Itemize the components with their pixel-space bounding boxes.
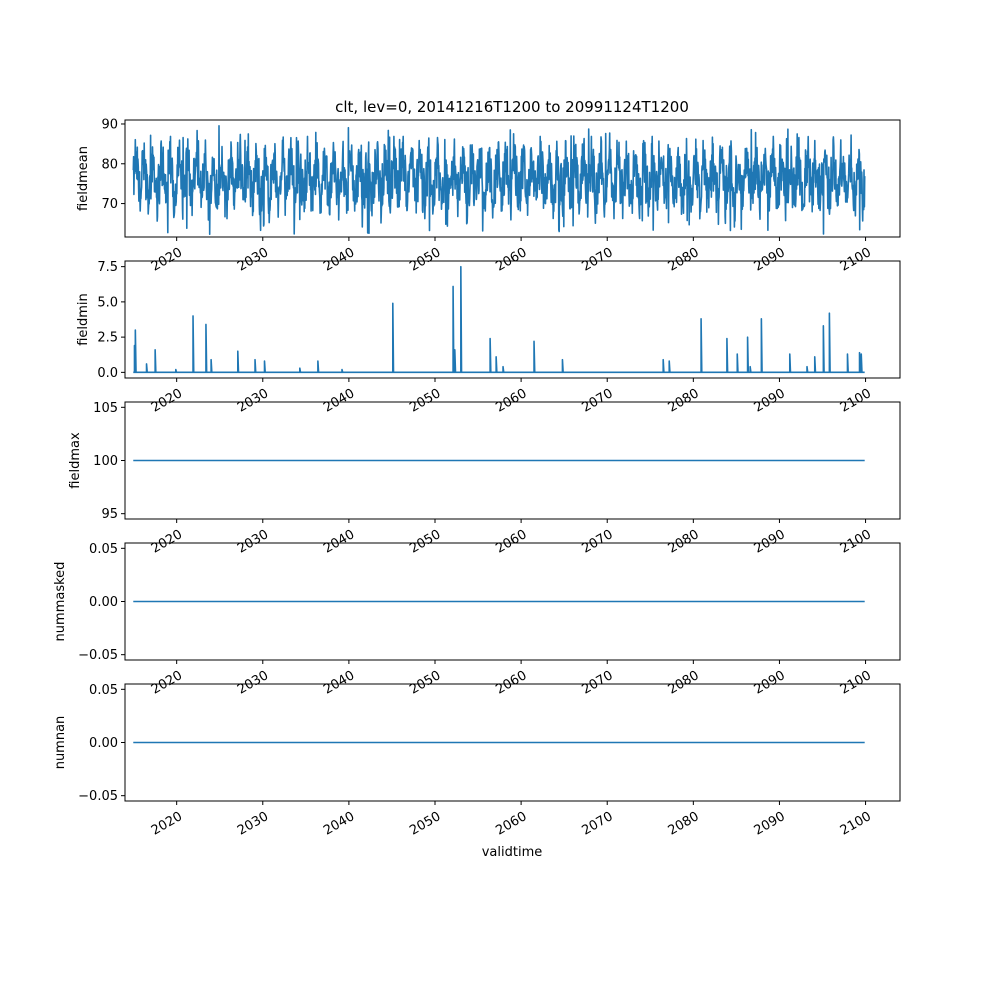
fieldmin-axes-frame [124, 260, 901, 379]
fieldmax-ytick-label: 100 [93, 454, 118, 469]
numnan-xtick-label: 2080 [666, 809, 702, 839]
fieldmean-axes-frame [124, 119, 901, 238]
fieldmin-ytick-label: 0.0 [97, 366, 118, 381]
numnan-ytick-label: 0.05 [89, 683, 118, 698]
fieldmax-y-axis-label: fieldmax [68, 432, 83, 489]
numnan-xtick-label: 2050 [407, 809, 443, 839]
fieldmin-y-axis-label: fieldmin [76, 293, 91, 346]
fieldmin-ytick-label: 2.5 [97, 331, 118, 346]
fieldmean-ytick-label: 90 [101, 117, 118, 132]
nummasked-ytick-label: 0.00 [89, 595, 118, 610]
numnan-xtick-label: 2040 [321, 809, 357, 839]
numnan-xtick-label: 2060 [493, 809, 529, 839]
numnan-ytick-label: −0.05 [78, 789, 118, 804]
fieldmax-ytick-label: 95 [101, 507, 118, 522]
fieldmin-ytick-label: 5.0 [97, 295, 118, 310]
fieldmean-y-axis-label: fieldmean [76, 146, 91, 211]
panel-background [126, 262, 899, 377]
fieldmax-ytick-label: 105 [93, 401, 118, 416]
numnan-xtick-label: 2070 [579, 809, 615, 839]
nummasked-ytick-label: 0.05 [89, 542, 118, 557]
fieldmean-ytick-label: 80 [101, 157, 118, 172]
numnan-ytick-label: 0.00 [89, 736, 118, 751]
fieldmean-series-line [132, 125, 866, 235]
numnan-y-axis-label: numnan [53, 716, 68, 770]
nummasked-ytick-label: −0.05 [78, 648, 118, 663]
numnan-xtick-label: 2090 [752, 809, 788, 839]
numnan-xtick-label: 2020 [149, 809, 185, 839]
numnan-xtick-label: 2100 [838, 809, 874, 839]
nummasked-y-axis-label: nummasked [53, 562, 68, 642]
fieldmin-ytick-label: 7.5 [97, 260, 118, 275]
x-axis-label: validtime [482, 845, 543, 860]
fieldmin-series-line [133, 265, 865, 374]
numnan-xtick-label: 2030 [235, 809, 271, 839]
fieldmean-ytick-label: 70 [101, 197, 118, 212]
figure-title: clt, lev=0, 20141216T1200 to 20991124T12… [335, 98, 689, 116]
